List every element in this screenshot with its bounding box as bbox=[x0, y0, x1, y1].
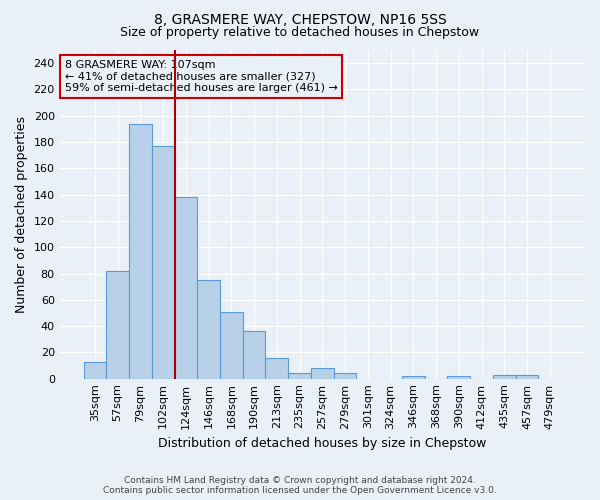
Bar bbox=[402, 376, 425, 378]
Text: Size of property relative to detached houses in Chepstow: Size of property relative to detached ho… bbox=[121, 26, 479, 39]
Bar bbox=[83, 362, 106, 378]
Text: 8, GRASMERE WAY, CHEPSTOW, NP16 5SS: 8, GRASMERE WAY, CHEPSTOW, NP16 5SS bbox=[154, 12, 446, 26]
X-axis label: Distribution of detached houses by size in Chepstow: Distribution of detached houses by size … bbox=[158, 437, 487, 450]
Bar bbox=[493, 374, 515, 378]
Bar bbox=[265, 358, 288, 378]
Bar bbox=[515, 374, 538, 378]
Bar bbox=[106, 271, 129, 378]
Bar bbox=[311, 368, 334, 378]
Text: 8 GRASMERE WAY: 107sqm
← 41% of detached houses are smaller (327)
59% of semi-de: 8 GRASMERE WAY: 107sqm ← 41% of detached… bbox=[65, 60, 338, 93]
Bar bbox=[175, 197, 197, 378]
Bar bbox=[334, 374, 356, 378]
Bar bbox=[448, 376, 470, 378]
Bar bbox=[129, 124, 152, 378]
Bar bbox=[243, 332, 265, 378]
Y-axis label: Number of detached properties: Number of detached properties bbox=[15, 116, 28, 313]
Bar bbox=[288, 374, 311, 378]
Bar bbox=[152, 146, 175, 378]
Text: Contains HM Land Registry data © Crown copyright and database right 2024.
Contai: Contains HM Land Registry data © Crown c… bbox=[103, 476, 497, 495]
Bar bbox=[220, 312, 243, 378]
Bar bbox=[197, 280, 220, 378]
